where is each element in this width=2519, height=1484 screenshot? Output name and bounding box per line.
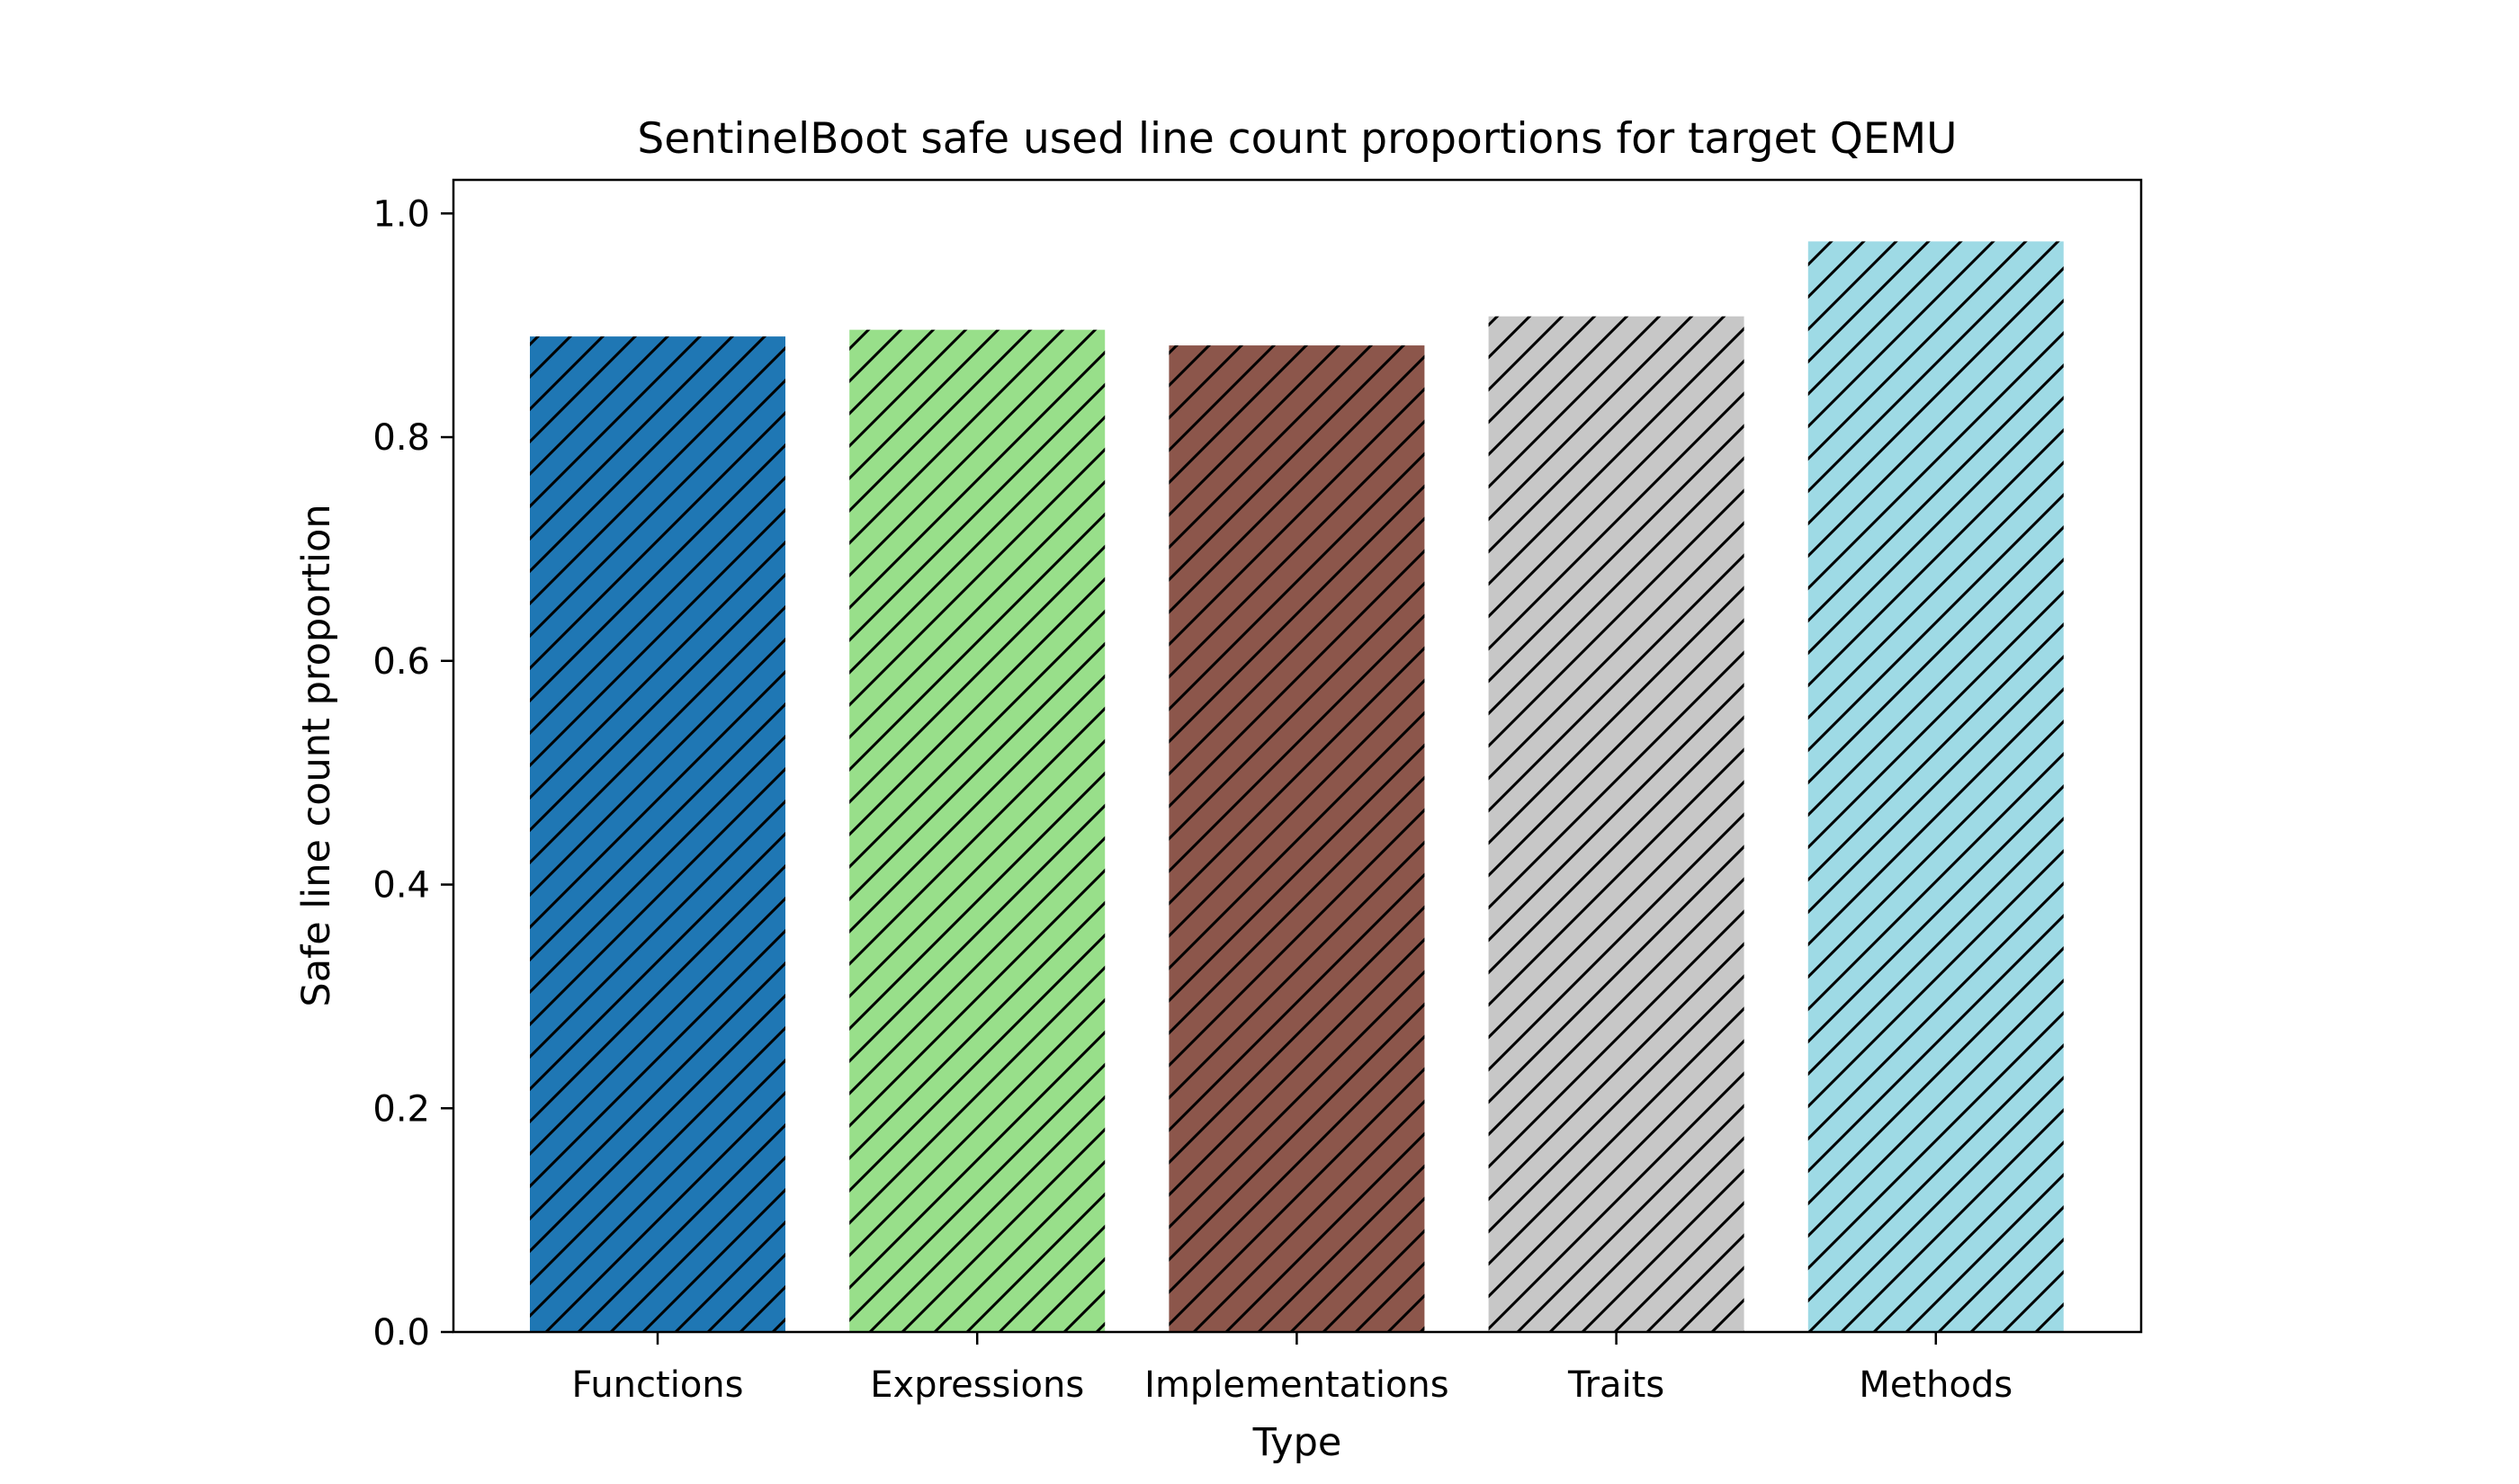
x-axis-label: Type — [1252, 1420, 1342, 1465]
y-tick-label: 1.0 — [372, 193, 430, 235]
y-tick-label: 0.6 — [372, 641, 430, 683]
x-tick-label: Expressions — [870, 1364, 1084, 1406]
bar-methods — [1807, 241, 2064, 1332]
bar-expressions — [849, 329, 1106, 1333]
x-tick-label: Implementations — [1144, 1364, 1448, 1406]
x-tick-label: Methods — [1859, 1364, 2013, 1406]
y-axis-label: Safe line count proportion — [294, 504, 339, 1006]
ticks-layer: Functions Expressions Implementations Trait… — [372, 193, 2013, 1406]
chart-title: SentinelBoot safe used line count propor… — [637, 114, 1957, 164]
y-tick-label: 0.8 — [372, 417, 430, 459]
bar-hatch — [1169, 345, 1425, 1332]
x-tick-label: Traits — [1567, 1364, 1664, 1406]
bar-hatch — [1807, 241, 2064, 1332]
bar-hatch — [1488, 316, 1744, 1332]
bar-implementations — [1169, 345, 1425, 1332]
bar-hatch — [530, 336, 785, 1333]
y-tick-label: 0.2 — [372, 1088, 430, 1130]
bar-hatch — [849, 329, 1106, 1333]
x-tick-label: Functions — [572, 1364, 744, 1406]
y-tick-label: 0.4 — [372, 865, 430, 907]
bars-layer — [530, 241, 2064, 1333]
y-tick-label: 0.0 — [372, 1312, 430, 1354]
bar-functions — [530, 336, 785, 1333]
bar-traits — [1488, 316, 1744, 1332]
